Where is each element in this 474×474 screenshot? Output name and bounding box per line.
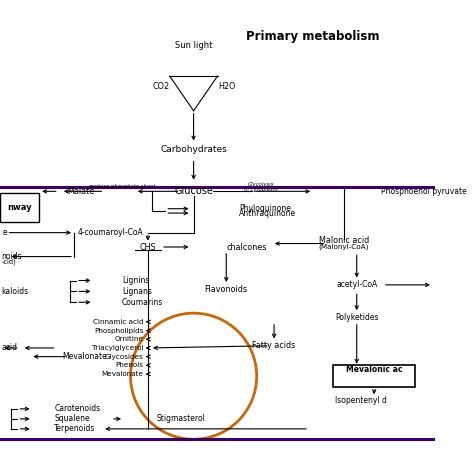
FancyBboxPatch shape (333, 365, 416, 387)
Text: Mevalonic ac: Mevalonic ac (346, 365, 402, 374)
Text: Primary metabolism: Primary metabolism (246, 30, 380, 44)
Text: Malate: Malate (67, 187, 94, 196)
Text: Malonic acid: Malonic acid (319, 236, 369, 245)
Text: Coumarins: Coumarins (122, 298, 163, 307)
Text: Mevalonate: Mevalonate (63, 352, 107, 361)
Text: Glycosides: Glycosides (105, 354, 144, 360)
Text: Isopentenyl d: Isopentenyl d (335, 396, 387, 405)
Text: Glucose: Glucose (174, 186, 213, 196)
Text: Lignans: Lignans (122, 287, 152, 296)
Text: acetyl-CoA: acetyl-CoA (336, 280, 377, 289)
Text: Carbohydrates: Carbohydrates (160, 146, 227, 155)
Text: Lignins: Lignins (122, 276, 149, 285)
Text: Phenols: Phenols (116, 362, 144, 368)
Text: (Malonyl-CoA): (Malonyl-CoA) (319, 243, 369, 250)
Text: nway: nway (7, 203, 32, 212)
Text: 4-coumaroyl-CoA: 4-coumaroyl-CoA (78, 228, 144, 237)
Text: Sun light: Sun light (175, 41, 212, 50)
Text: Cinnamic acid: Cinnamic acid (93, 319, 144, 325)
Text: Fatty acids: Fatty acids (253, 341, 296, 350)
Text: Terpenoids: Terpenoids (55, 424, 96, 433)
Text: noids: noids (1, 252, 22, 261)
FancyBboxPatch shape (0, 193, 39, 222)
Text: e: e (2, 228, 7, 237)
Text: Stigmasterol: Stigmasterol (156, 414, 206, 423)
Text: Flavonoids: Flavonoids (205, 285, 248, 294)
Text: Phosphoenol pyruvate: Phosphoenol pyruvate (381, 187, 466, 196)
Text: Mevalonate: Mevalonate (101, 371, 144, 377)
Text: Ornitine: Ornitine (115, 336, 144, 342)
Text: Carotenoids: Carotenoids (55, 404, 100, 413)
Text: acid: acid (1, 344, 18, 353)
Text: Triacylglycerol: Triacylglycerol (92, 345, 144, 351)
Text: CHS: CHS (140, 243, 156, 252)
Text: H2O: H2O (219, 82, 236, 91)
Text: Glycolysis
In cytoplasm: Glycolysis In cytoplasm (244, 182, 278, 192)
Text: Phospholipids: Phospholipids (94, 328, 144, 334)
Text: kaloids: kaloids (1, 287, 28, 296)
Text: pentose phosphate shunt: pentose phosphate shunt (88, 184, 155, 190)
Text: Phyloquinone: Phyloquinone (239, 204, 291, 213)
Text: -cid): -cid) (1, 259, 16, 265)
Text: Polyketides: Polyketides (335, 313, 379, 322)
Text: Anthraquinone: Anthraquinone (239, 209, 296, 218)
Text: CO2: CO2 (153, 82, 170, 91)
Text: Squalene: Squalene (55, 414, 90, 423)
Text: chalcones: chalcones (226, 243, 266, 252)
